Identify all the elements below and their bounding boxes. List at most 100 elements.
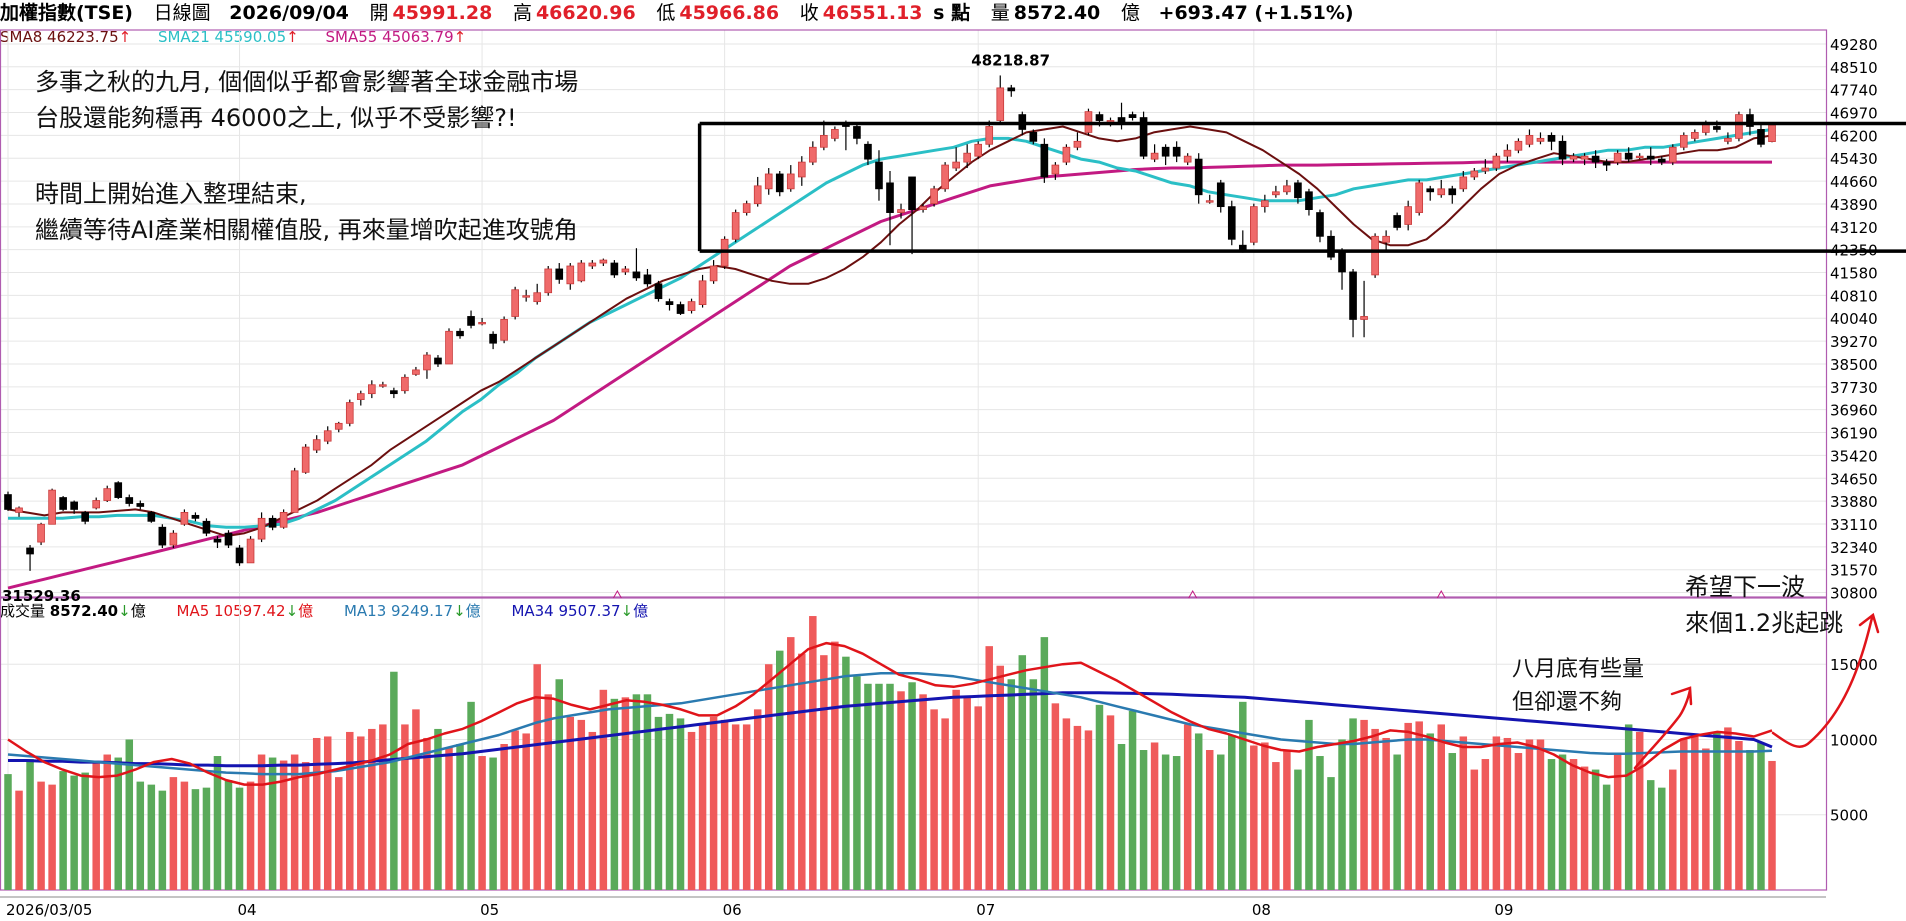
volume-bar bbox=[919, 694, 927, 890]
volume-bar bbox=[1713, 731, 1721, 890]
volume-bar bbox=[1426, 733, 1434, 890]
candle bbox=[1029, 129, 1038, 145]
volume-bar bbox=[4, 774, 12, 890]
volume-bar bbox=[1437, 724, 1445, 890]
candle-body bbox=[809, 146, 817, 163]
candle bbox=[1294, 179, 1302, 204]
volume-bar bbox=[1669, 769, 1677, 890]
candle bbox=[1073, 132, 1082, 151]
volume-bar bbox=[456, 743, 464, 890]
volume-bar bbox=[875, 683, 883, 890]
candle-body bbox=[1139, 117, 1148, 157]
candle bbox=[886, 171, 894, 246]
candlesticks bbox=[4, 75, 1776, 571]
candle-body bbox=[1150, 152, 1159, 160]
volume-bar bbox=[731, 724, 740, 890]
candle bbox=[467, 310, 475, 329]
candle-body bbox=[963, 152, 971, 163]
candle-body bbox=[897, 209, 905, 213]
candle-body bbox=[952, 161, 960, 169]
candle bbox=[81, 510, 89, 525]
candle bbox=[345, 399, 354, 427]
date-axis: 2026/03/05 04 05 06 07 08 09 bbox=[6, 901, 1513, 919]
volume-bar bbox=[1459, 736, 1468, 890]
candle bbox=[401, 374, 409, 394]
annotation-august-volume: 八月底有些量 但卻還不夠 bbox=[1512, 657, 1645, 715]
candle bbox=[1183, 153, 1192, 166]
candle-body bbox=[974, 143, 983, 157]
candle-body bbox=[698, 280, 707, 305]
volume-bar bbox=[1161, 754, 1170, 890]
candle-body bbox=[15, 507, 23, 513]
candle-body bbox=[125, 497, 134, 504]
ma34-legend: MA34 9507.37↓億 bbox=[511, 602, 649, 620]
candle-body bbox=[500, 319, 508, 341]
candle bbox=[48, 488, 56, 525]
volume-bar bbox=[1624, 724, 1633, 890]
candle-body bbox=[1646, 155, 1655, 160]
candle-body bbox=[919, 206, 927, 210]
candle bbox=[610, 260, 619, 278]
date-tick-label: 08 bbox=[1252, 901, 1271, 919]
candle bbox=[368, 380, 376, 399]
volume-bar bbox=[908, 682, 916, 890]
candle-body bbox=[1724, 137, 1732, 142]
volume-bar bbox=[434, 728, 442, 890]
candle-body bbox=[301, 446, 310, 473]
candle bbox=[323, 426, 332, 445]
volume-label: 量 bbox=[990, 2, 1010, 24]
candle-body bbox=[1029, 132, 1038, 142]
candle bbox=[654, 280, 663, 302]
candle bbox=[312, 435, 321, 454]
candle bbox=[456, 328, 464, 339]
candle-body bbox=[753, 185, 762, 205]
candle bbox=[1205, 194, 1214, 204]
volume-bar bbox=[1680, 739, 1688, 890]
volume-ma-legend: 成交量 8572.40↓億 MA5 10597.42↓億 MA13 9249.1… bbox=[0, 600, 674, 622]
candle-body bbox=[665, 301, 674, 305]
candle bbox=[224, 530, 233, 549]
candle bbox=[588, 260, 597, 269]
candle-body bbox=[1227, 206, 1236, 240]
candle bbox=[643, 268, 652, 287]
candle-body bbox=[445, 330, 453, 365]
volume-bar bbox=[544, 694, 552, 890]
volume-bar bbox=[842, 656, 850, 890]
candle-body bbox=[687, 301, 696, 311]
candle-body bbox=[1371, 235, 1379, 276]
candle bbox=[1007, 84, 1016, 97]
volume-bar bbox=[125, 739, 134, 890]
candle bbox=[1635, 153, 1644, 160]
chart-type[interactable]: 日線圖 bbox=[153, 2, 211, 24]
candle bbox=[412, 366, 420, 376]
candle bbox=[809, 141, 817, 166]
candle bbox=[952, 147, 960, 172]
volume-bar bbox=[511, 730, 519, 890]
volume-bar bbox=[1007, 679, 1016, 890]
candle-body bbox=[654, 283, 663, 300]
candle bbox=[875, 150, 883, 201]
candle-body bbox=[1657, 158, 1666, 163]
candle bbox=[1547, 132, 1556, 151]
event-marker-icon bbox=[1436, 589, 1446, 599]
candle-body bbox=[1415, 182, 1424, 213]
candle bbox=[775, 171, 784, 197]
candle bbox=[1448, 185, 1457, 204]
volume-bar bbox=[26, 759, 34, 890]
candle bbox=[786, 165, 795, 192]
volume-bar bbox=[1536, 739, 1545, 890]
close-value: 46551.13 bbox=[822, 2, 923, 24]
candle bbox=[665, 298, 674, 311]
candle bbox=[213, 536, 222, 549]
volume-bar bbox=[886, 683, 894, 890]
candle bbox=[202, 518, 211, 537]
candle bbox=[1613, 150, 1622, 166]
price-tick-label: 43890 bbox=[1830, 196, 1878, 214]
candle bbox=[632, 248, 641, 281]
price-tick-label: 39270 bbox=[1830, 333, 1878, 351]
date-tick-label: 04 bbox=[238, 901, 257, 919]
candle-body bbox=[1073, 140, 1082, 148]
candle bbox=[698, 274, 707, 308]
volume-bar bbox=[390, 671, 398, 890]
